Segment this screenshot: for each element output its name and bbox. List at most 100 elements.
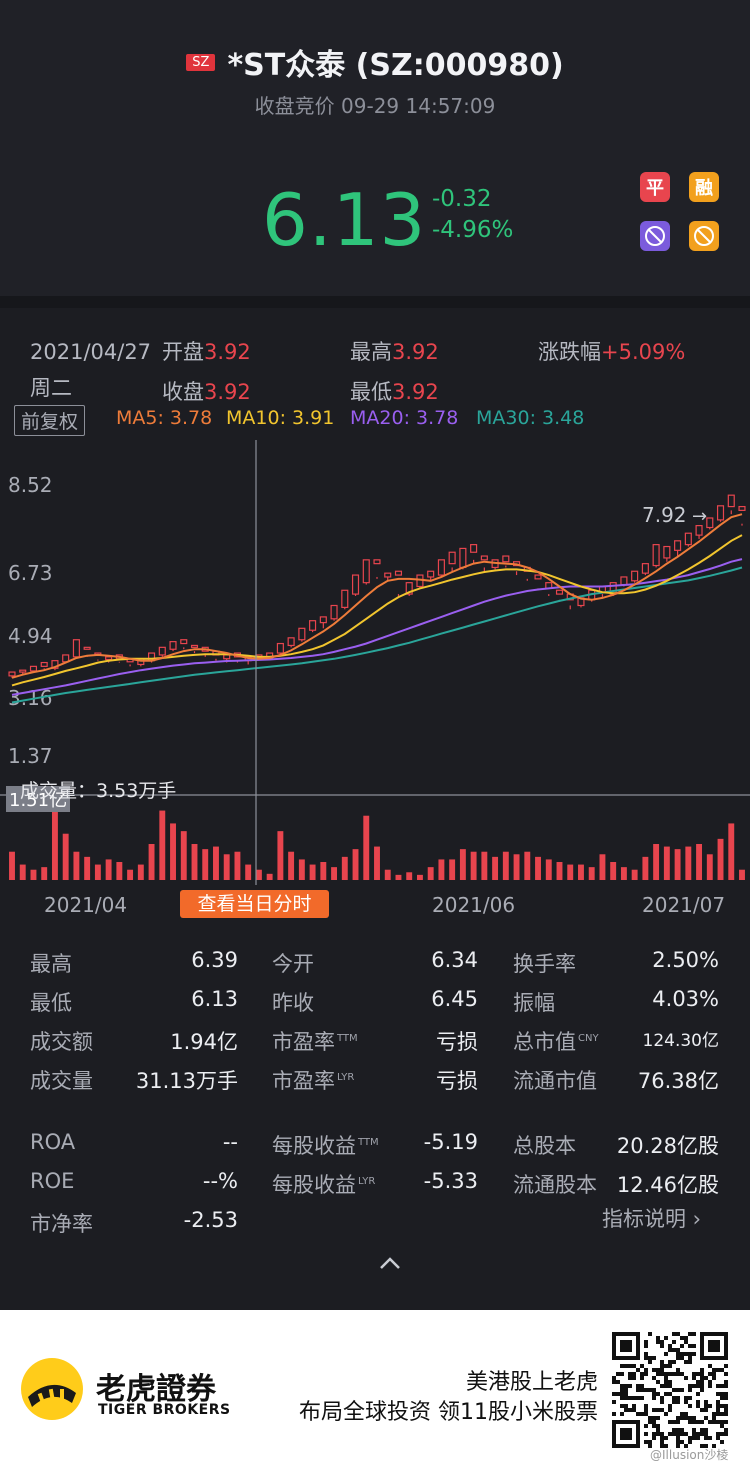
high-value: 3.92 <box>392 340 439 364</box>
candle <box>330 604 338 621</box>
candle <box>416 574 424 589</box>
candle <box>287 637 295 648</box>
connect-tag-sh[interactable] <box>640 221 670 251</box>
price-change-block: -0.32 -4.96% <box>432 184 513 246</box>
candle-body <box>309 620 317 631</box>
stat-value: 31.13万手 <box>135 1069 238 1093</box>
volume-bar <box>513 854 520 880</box>
candle-body <box>631 570 639 582</box>
candle-body <box>738 505 746 511</box>
volume-bar <box>363 815 370 880</box>
y-tick-label: 4.94 <box>8 624 53 648</box>
volume-bar <box>245 864 252 880</box>
volume-bar <box>51 808 58 880</box>
candle-body <box>351 574 360 595</box>
candle-body <box>620 576 628 586</box>
candle-body <box>105 656 113 661</box>
exchange-badge: SZ <box>186 54 216 71</box>
ma5-label: MA5: 3.78 <box>116 407 213 429</box>
ma20-label: MA20: 3.78 <box>350 407 459 429</box>
volume-bar <box>170 823 176 880</box>
margin-tag-financing[interactable]: 融 <box>689 172 719 202</box>
kline-chart[interactable]: 7.92 → <box>0 440 750 890</box>
qr-code-image <box>612 1332 728 1448</box>
stat-value: 76.38亿 <box>637 1069 719 1093</box>
candle <box>309 620 317 633</box>
candle-body <box>427 570 435 578</box>
adjust-mode-button[interactable]: 前复权 <box>14 405 86 436</box>
candle <box>190 644 199 654</box>
volume-bar <box>62 833 69 880</box>
high-label: 最高 <box>350 340 392 364</box>
stat-value: 亏损 <box>436 1030 478 1054</box>
margin-tag-flat[interactable]: 平 <box>640 172 670 202</box>
stat-label: 成交量 <box>30 1069 93 1093</box>
candle-body <box>663 545 671 559</box>
volume-bar <box>266 873 273 880</box>
stat-label: 流通股本 <box>513 1173 597 1197</box>
volume-bar <box>438 859 445 880</box>
volume-bar <box>94 864 101 880</box>
volume-bar <box>674 849 681 880</box>
candle-body <box>502 555 510 563</box>
stat-label: 成交额 <box>30 1030 93 1054</box>
stat-label: 市盈率 TTM <box>272 1030 358 1054</box>
stat-label: 市盈率 LYR <box>272 1069 355 1093</box>
volume-bar <box>535 856 541 880</box>
volume-bar <box>685 846 692 880</box>
stat-sup: TTM <box>358 1137 379 1148</box>
stat-sup: CNY <box>578 1033 599 1044</box>
volume-bar <box>696 844 703 880</box>
candle <box>169 641 177 652</box>
candle-high: 最高3.92 <box>350 336 439 366</box>
volume-bar <box>127 869 134 880</box>
candle-body <box>555 589 564 595</box>
candle <box>706 517 714 530</box>
stock-title: SZ *ST众泰 (SZ:000980) <box>0 40 750 84</box>
ma5-line <box>11 513 743 679</box>
stat-value: 6.39 <box>191 948 238 972</box>
stat-value: 1.94亿 <box>170 1030 238 1054</box>
volume-bar <box>728 823 735 880</box>
candle-date: 2021/04/27 <box>30 340 152 364</box>
indicator-explanation-link[interactable]: 指标说明 › <box>602 1203 701 1233</box>
volume-bar <box>298 859 305 880</box>
view-intraday-button[interactable]: 查看当日分时 <box>180 890 329 918</box>
connect-tag-sz[interactable] <box>689 221 719 251</box>
change-value: +5.09% <box>601 340 686 364</box>
candle-weekday: 周二 <box>30 376 72 400</box>
promo-footer: 老虎證券 TIGER BROKERS 美港股上老虎 布局全球投资 领11股小米股… <box>0 1310 750 1471</box>
quote-header: SZ *ST众泰 (SZ:000980) 收盘竞价 09-29 14:57:09 … <box>0 0 750 296</box>
volume-bar <box>416 874 423 880</box>
low-label: 最低 <box>350 380 392 404</box>
candle <box>566 593 574 610</box>
volume-bar <box>395 874 402 880</box>
candle-body <box>405 582 413 595</box>
candle-body <box>674 540 682 551</box>
candle-body <box>180 639 188 645</box>
ma10-label: MA10: 3.91 <box>226 407 335 429</box>
candle-low: 最低3.92 <box>350 376 439 406</box>
candle <box>298 627 306 642</box>
volume-bar <box>427 867 434 880</box>
candle <box>738 505 746 526</box>
candle-body <box>40 661 48 667</box>
volume-bar <box>19 864 26 880</box>
candle <box>51 660 59 671</box>
stat-value: 12.46亿股 <box>616 1173 719 1197</box>
volume-label: 成交量：3.53万手 <box>20 780 177 802</box>
volume-bar <box>255 869 262 880</box>
candle-open: 开盘3.92 <box>162 336 251 366</box>
tag-label: 平 <box>646 178 664 199</box>
volume-bar <box>352 849 359 880</box>
x-tick-label: 2021/04 <box>44 893 128 917</box>
collapse-button[interactable] <box>378 1255 402 1275</box>
stat-label: ROE <box>30 1169 75 1193</box>
stat-value: -- <box>222 1130 238 1154</box>
volume-bar <box>137 864 144 880</box>
candle <box>276 642 284 655</box>
candle <box>19 669 27 674</box>
chevron-up-icon <box>380 1257 400 1269</box>
candle <box>674 540 682 557</box>
low-value: 3.92 <box>392 380 439 404</box>
